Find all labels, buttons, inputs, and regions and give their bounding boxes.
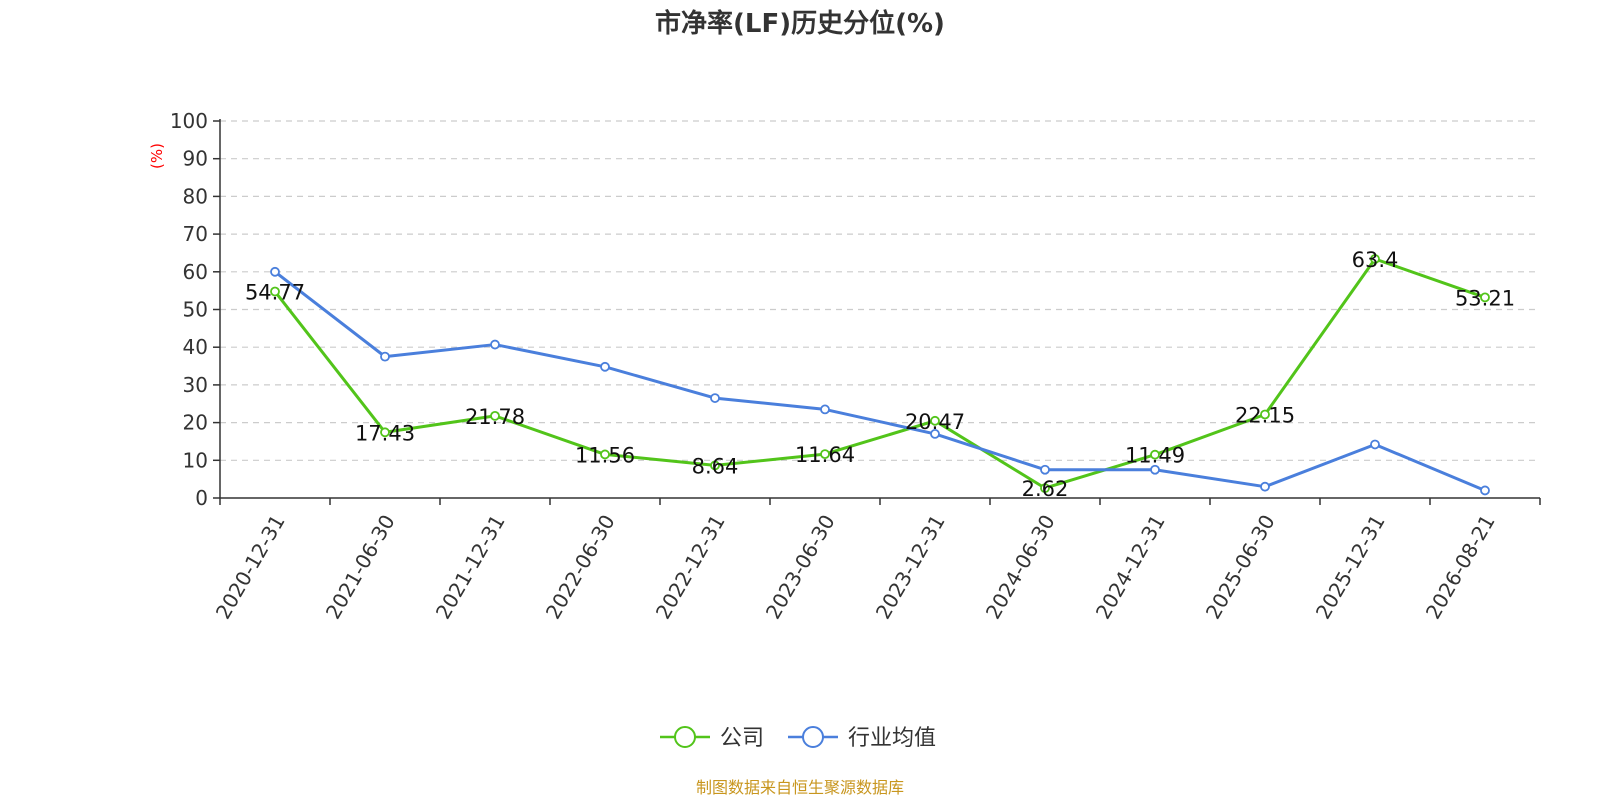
data-label: 53.21 (1455, 286, 1515, 310)
series-1-point[interactable] (490, 339, 500, 350)
data-label: 11.56 (575, 443, 635, 467)
series-1-point[interactable] (930, 429, 940, 439)
series-0-point[interactable] (710, 460, 720, 471)
series-1-point[interactable] (380, 351, 390, 362)
data-label: 8.64 (692, 454, 739, 478)
series-0-point[interactable] (600, 449, 610, 460)
data-label: 11.64 (795, 443, 855, 467)
series-line-1 (274, 270, 1486, 492)
chart-title: 市净率(LF)历史分位(%) (655, 8, 945, 39)
data-label: 22.15 (1235, 403, 1295, 427)
data-label: 17.43 (355, 421, 415, 445)
series-1-point[interactable] (710, 393, 720, 403)
legend[interactable]: 公司 行业均值 (660, 726, 936, 751)
x-tick-label: 2023-12-31 (871, 511, 950, 624)
data-labels: 54.77 17.43 21.78 11.56 8.64 11.64 20.47 2.62 11… (245, 248, 1515, 501)
x-tick-label: 2024-06-30 (981, 511, 1060, 624)
series-0-point[interactable] (490, 410, 500, 421)
data-label: 21.78 (465, 405, 525, 429)
series-1-point[interactable] (1480, 485, 1490, 496)
y-tick-label: 90 (183, 147, 208, 171)
series-1-point[interactable] (1370, 439, 1380, 450)
axes: 0 10 20 30 40 50 60 70 80 90 100 2020-12-31 2021-06-… (170, 109, 1541, 624)
y-tick-label: 100 (170, 109, 208, 133)
x-tick-label: 2022-12-31 (651, 511, 730, 624)
grid-lines (220, 120, 1540, 461)
series-layer (270, 254, 1490, 496)
series-0-point[interactable] (930, 415, 940, 426)
y-tick-label: 30 (183, 373, 208, 397)
x-tick-label: 2026-08-21 (1421, 511, 1500, 624)
source-note: 制图数据来自恒生聚源数据库 (696, 778, 904, 797)
data-label: 2.62 (1022, 477, 1069, 501)
legend-marker (802, 726, 824, 748)
y-tick-label: 60 (183, 260, 208, 284)
legend-item-0[interactable]: 公司 (660, 726, 764, 751)
y-axis-unit-label: (%) (148, 143, 166, 169)
x-tick-label: 2024-12-31 (1091, 511, 1170, 624)
y-tick-label: 0 (195, 486, 208, 510)
x-tick-label: 2025-12-31 (1311, 511, 1390, 624)
legend-marker (674, 726, 696, 748)
series-1-point[interactable] (1150, 464, 1160, 475)
y-tick-label: 20 (183, 411, 208, 435)
x-tick-label: 2022-06-30 (541, 511, 620, 624)
legend-item-1[interactable]: 行业均值 (788, 726, 936, 751)
series-1-point[interactable] (820, 404, 830, 415)
series-line-0 (273, 257, 1486, 490)
data-label: 11.49 (1125, 444, 1185, 468)
y-tick-label: 70 (183, 222, 208, 246)
data-label: 20.47 (905, 410, 965, 434)
legend-label: 公司 (720, 726, 764, 751)
x-tick-label: 2025-06-30 (1201, 511, 1280, 624)
y-tick-label: 10 (183, 448, 208, 472)
y-tick-label: 40 (183, 335, 208, 359)
y-tick-label: 50 (183, 298, 208, 322)
series-1-point[interactable] (270, 266, 280, 277)
x-tick-label: 2021-12-31 (431, 511, 510, 624)
x-tick-label: 2023-06-30 (761, 511, 840, 624)
series-0-point[interactable] (1260, 409, 1270, 420)
series-1-point[interactable] (1040, 464, 1050, 475)
y-tick-label: 80 (183, 184, 208, 208)
series-0-point[interactable] (1040, 483, 1050, 494)
x-tick-label: 2021-06-30 (321, 511, 400, 624)
series-1-point[interactable] (600, 361, 610, 372)
legend-label: 行业均值 (848, 726, 936, 751)
data-label: 54.77 (245, 281, 305, 305)
x-tick-label: 2020-12-31 (211, 511, 290, 624)
series-0-point[interactable] (270, 286, 280, 297)
series-0-point[interactable] (1480, 292, 1490, 303)
series-0-point[interactable] (1150, 449, 1160, 460)
series-0-point[interactable] (380, 427, 390, 438)
series-1-point[interactable] (1260, 481, 1270, 492)
data-label: 63.4 (1352, 248, 1399, 272)
series-0-point[interactable] (820, 449, 830, 460)
series-0-point[interactable] (1370, 254, 1380, 264)
